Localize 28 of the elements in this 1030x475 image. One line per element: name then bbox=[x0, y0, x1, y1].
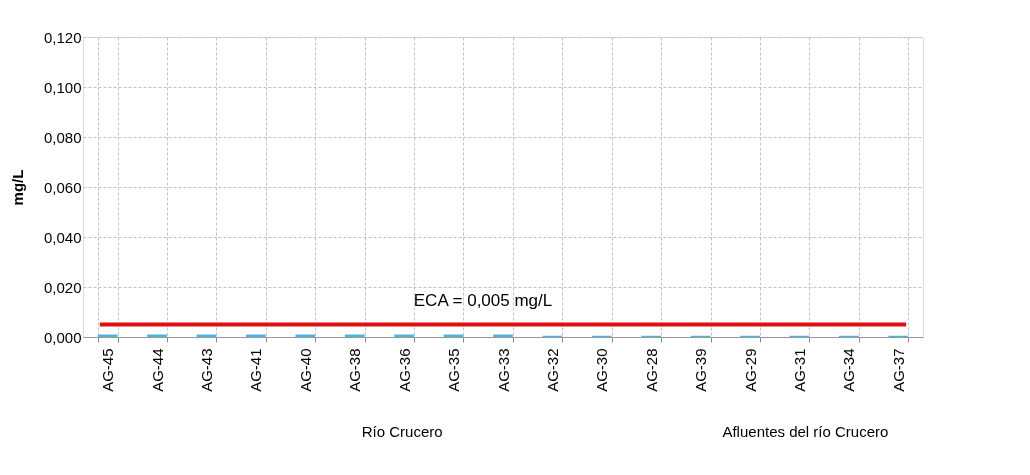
x-tick-label: AG-37 bbox=[889, 348, 907, 392]
x-tick-label: AG-29 bbox=[741, 348, 759, 392]
y-tick-label: 0,080 bbox=[43, 128, 82, 146]
x-tick-label: AG-35 bbox=[445, 348, 463, 392]
y-tick-label: 0,000 bbox=[43, 328, 82, 346]
ref-line-label: ECA = 0,005 mg/L bbox=[413, 290, 553, 310]
x-tick-label: AG-39 bbox=[692, 348, 710, 392]
y-tick-label: 0,020 bbox=[43, 278, 82, 296]
x-tick-label: AG-43 bbox=[198, 348, 216, 392]
x-tick-label: AG-32 bbox=[543, 348, 561, 392]
x-tick-label: AG-44 bbox=[148, 348, 166, 392]
x-tick-label: AG-45 bbox=[99, 348, 117, 392]
x-tick-label: AG-30 bbox=[593, 348, 611, 392]
y-tick-label: 0,060 bbox=[43, 178, 82, 196]
x-tick-label: AG-33 bbox=[494, 348, 512, 392]
text: Río Crucero bbox=[361, 423, 443, 440]
x-tick-label: AG-34 bbox=[840, 348, 858, 392]
y-tick-label: 0,040 bbox=[43, 228, 82, 246]
y-axis-title: mg/L bbox=[8, 169, 26, 206]
y-tick-label: 0,100 bbox=[43, 78, 82, 96]
text: Afluentes del río Crucero bbox=[722, 423, 889, 440]
x-tick-label: AG-38 bbox=[346, 348, 364, 392]
x-tick-label: AG-40 bbox=[296, 348, 314, 392]
x-tick-label: AG-31 bbox=[790, 348, 808, 392]
x-tick-label: AG-41 bbox=[247, 348, 265, 392]
x-tick-label: AG-36 bbox=[395, 348, 413, 392]
y-tick-label: 0,120 bbox=[43, 28, 82, 46]
x-tick-label: AG-28 bbox=[642, 348, 660, 392]
